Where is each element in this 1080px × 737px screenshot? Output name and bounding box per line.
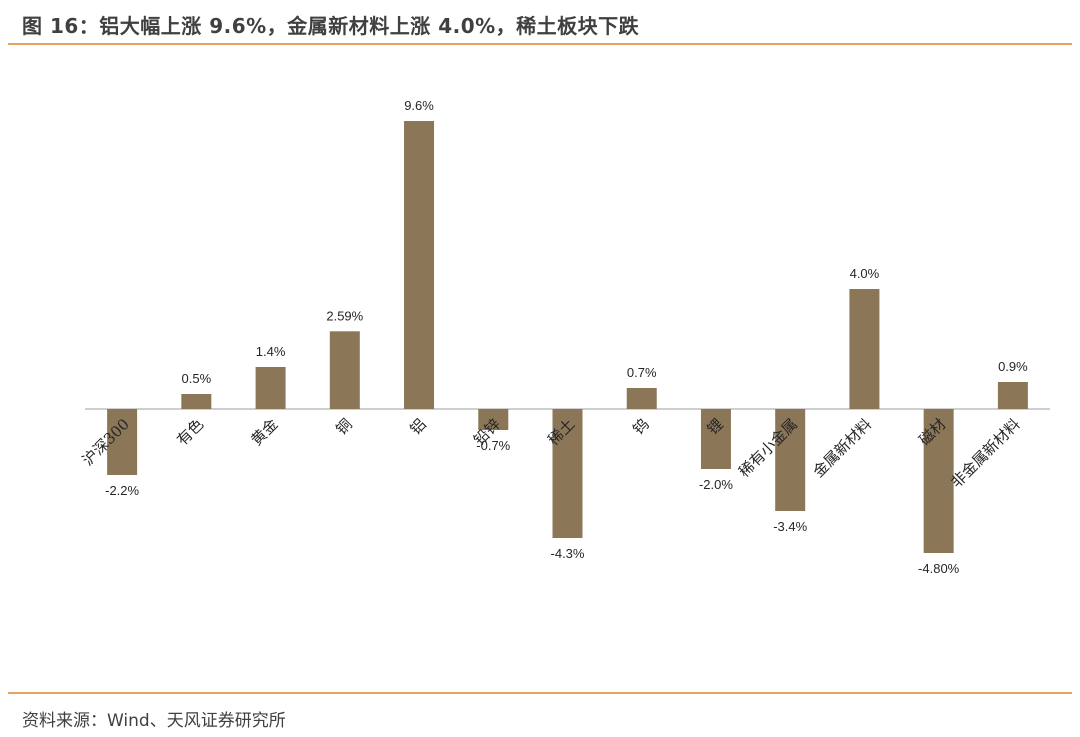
- bar-6: [552, 409, 583, 538]
- category-labels-group: 沪深300 有色 黄金铜铝铅锌 稀土钨锂稀有小金属 金属新材料 磁材非金属新材料: [79, 415, 1024, 491]
- category-label-4: 铝: [407, 415, 430, 438]
- data-label-9: -3.4%: [773, 519, 807, 534]
- data-label-2: 1.4%: [256, 344, 286, 359]
- bar-4: [404, 121, 435, 409]
- bar-8: [700, 409, 731, 469]
- category-label-7: 钨: [629, 415, 652, 438]
- bar-5: [478, 409, 509, 430]
- source-note: 资料来源：Wind、天风证券研究所: [22, 711, 286, 731]
- bar-2: [255, 367, 286, 409]
- bar-0: [107, 409, 138, 475]
- category-label-1: 有色: [173, 415, 207, 449]
- bar-chart: -2.2% 0.5% 1.4% 2.59% 9.6% -0.7% -4.3% 0.7% -2.0…: [79, 98, 1050, 576]
- bar-10: [849, 289, 880, 409]
- data-label-12: 0.9%: [998, 359, 1028, 374]
- data-label-8: -2.0%: [699, 477, 733, 492]
- data-label-0: -2.2%: [105, 483, 139, 498]
- data-label-6: -4.3%: [551, 546, 585, 561]
- source-divider: [8, 692, 1072, 694]
- title-divider: [8, 43, 1072, 45]
- bar-3: [329, 331, 360, 409]
- data-label-1: 0.5%: [182, 371, 212, 386]
- category-label-3: 铜: [332, 415, 355, 438]
- value-labels-group: -2.2% 0.5% 1.4% 2.59% 9.6% -0.7% -4.3% 0.7% -2.0…: [105, 98, 1028, 576]
- bars-group: [107, 121, 1028, 553]
- bar-11: [923, 409, 954, 553]
- data-label-4: 9.6%: [404, 98, 434, 113]
- data-label-10: 4.0%: [850, 266, 880, 281]
- data-label-5: -0.7%: [476, 438, 510, 453]
- data-label-3: 2.59%: [326, 308, 363, 323]
- chart-title: 图 16：铝大幅上涨 9.6%，金属新材料上涨 4.0%，稀土板块下跌: [22, 14, 640, 38]
- category-label-12: 非金属新材料: [947, 415, 1023, 491]
- bar-7: [626, 388, 657, 409]
- bar-1: [181, 394, 212, 409]
- data-label-7: 0.7%: [627, 365, 657, 380]
- bar-12: [997, 382, 1028, 409]
- category-label-10: 金属新材料: [809, 415, 875, 481]
- data-label-11: -4.80%: [918, 561, 960, 576]
- category-label-2: 黄金: [247, 415, 281, 449]
- bar-9: [775, 409, 806, 511]
